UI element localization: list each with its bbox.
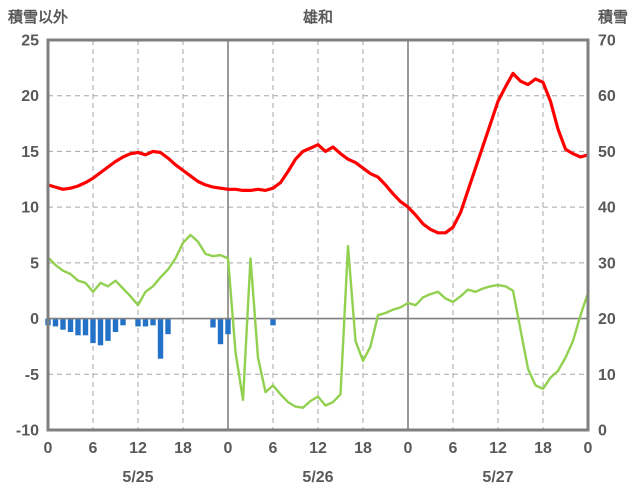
left-axis-tick: 15	[21, 144, 39, 161]
right-axis-tick: 40	[598, 200, 616, 217]
date-label: 5/26	[302, 469, 333, 486]
blue-bars	[45, 318, 276, 359]
left-axis-tick: -10	[16, 423, 39, 440]
bar	[75, 318, 81, 336]
x-axis-tick: 12	[129, 440, 147, 457]
left-axis-tick: 0	[30, 311, 39, 328]
right-axis-tick: 60	[598, 88, 616, 105]
x-axis-tick: 0	[404, 440, 413, 457]
right-axis-tick: 0	[598, 423, 607, 440]
chart-title: 雄和	[302, 9, 333, 26]
bar	[142, 318, 149, 327]
x-axis-tick: 6	[89, 440, 98, 457]
right-axis-tick: 30	[598, 255, 616, 272]
bar	[97, 318, 104, 346]
bar	[67, 318, 74, 332]
x-axis-tick: 18	[534, 440, 552, 457]
left-axis-tick: 25	[21, 33, 39, 50]
x-axis-tick: 0	[224, 440, 233, 457]
left-axis-tick: 5	[30, 255, 39, 272]
bar	[210, 318, 216, 328]
left-axis-title: 積雪以外	[8, 9, 69, 26]
right-axis-tick: 10	[598, 367, 616, 384]
right-axis-tick: 20	[598, 311, 616, 328]
bar	[90, 318, 96, 344]
right-axis-tick: 50	[598, 144, 616, 161]
right-axis-title: 積雪	[597, 9, 628, 26]
x-axis-tick: 6	[449, 440, 458, 457]
date-label: 5/27	[482, 469, 513, 486]
x-axis-tick: 0	[44, 440, 53, 457]
bar	[165, 318, 171, 335]
bar	[112, 318, 119, 332]
bar	[105, 318, 111, 341]
bar	[217, 318, 224, 345]
bar	[135, 318, 141, 327]
bar	[270, 318, 276, 326]
left-axis-tick: 10	[21, 200, 39, 217]
bar	[157, 318, 164, 359]
left-axis-tick: -5	[25, 367, 39, 384]
red-line	[46, 71, 590, 235]
x-axis-tick: 18	[354, 440, 372, 457]
x-axis-tick: 0	[584, 440, 593, 457]
bar	[82, 318, 89, 336]
bar	[150, 318, 156, 326]
x-axis-tick: 18	[174, 440, 192, 457]
left-axis-tick: 20	[21, 88, 39, 105]
bar	[120, 318, 126, 326]
bar	[60, 318, 66, 330]
plot-border	[46, 38, 590, 432]
date-label: 5/25	[122, 469, 153, 486]
green-line	[46, 233, 590, 409]
gridlines	[48, 40, 588, 430]
bar	[225, 318, 231, 335]
x-axis-tick: 12	[309, 440, 327, 457]
bar	[52, 318, 59, 327]
right-axis-tick: 70	[598, 33, 616, 50]
x-axis-tick: 12	[489, 440, 507, 457]
x-axis-tick: 6	[269, 440, 278, 457]
